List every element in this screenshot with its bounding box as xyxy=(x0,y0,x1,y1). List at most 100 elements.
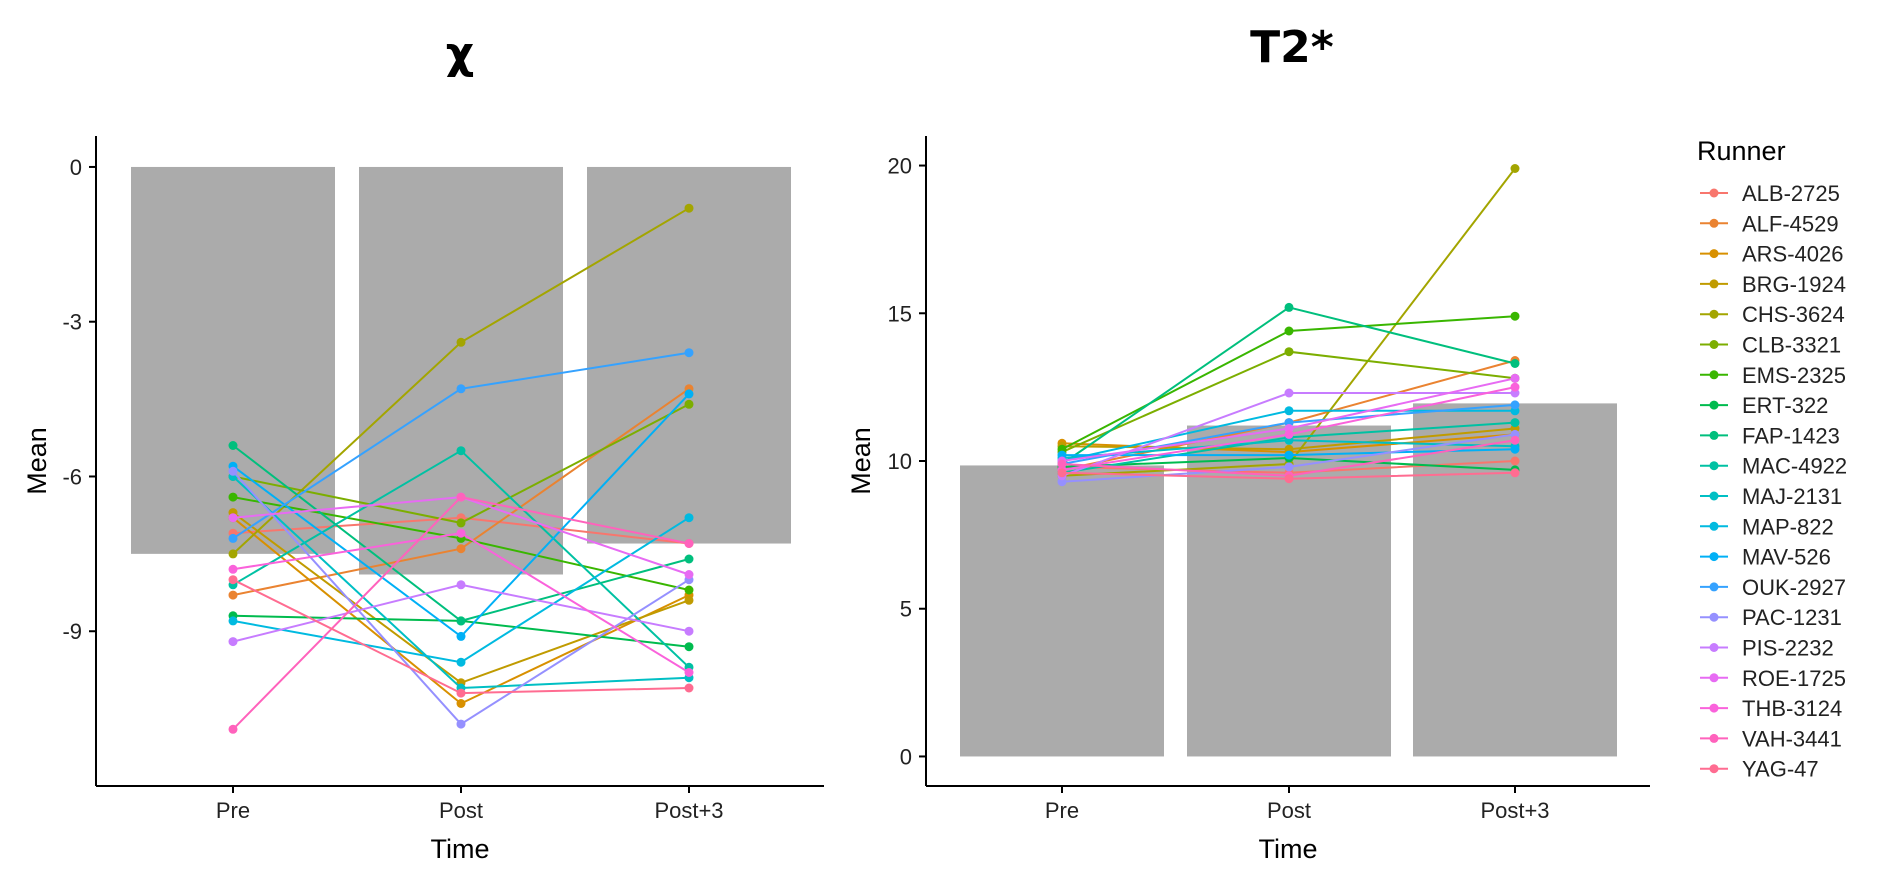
y-tick-label: 10 xyxy=(888,449,912,474)
legend-label: PAC-1231 xyxy=(1742,605,1842,630)
legend-label: VAH-3441 xyxy=(1742,726,1842,751)
legend-label: ALB-2725 xyxy=(1742,181,1840,206)
data-point-fap-1423 xyxy=(1510,359,1520,368)
legend-item: CLB-3321 xyxy=(1700,333,1841,358)
data-point-thb-3124 xyxy=(684,668,694,677)
legend-label: ROE-1725 xyxy=(1742,666,1846,691)
legend-item: EMS-2325 xyxy=(1700,363,1846,388)
data-point-yag-47 xyxy=(1057,468,1067,478)
data-point-chs-3624 xyxy=(684,203,694,213)
data-point-thb-3124 xyxy=(1510,382,1520,392)
data-point-ems-2325 xyxy=(684,585,694,595)
data-point-pis-2232 xyxy=(684,626,694,636)
legend-label: MAJ-2131 xyxy=(1742,484,1842,509)
legend-key-point xyxy=(1709,430,1719,440)
x-tick-label: Pre xyxy=(1045,798,1079,823)
y-tick-label: -6 xyxy=(62,464,82,489)
data-point-mav-526 xyxy=(1510,444,1520,454)
legend-label: FAP-1423 xyxy=(1742,423,1840,448)
data-point-yag-47 xyxy=(684,683,694,693)
legend-item: OUK-2927 xyxy=(1700,575,1846,600)
legend-key-point xyxy=(1709,612,1719,622)
legend-label: MAC-4922 xyxy=(1742,454,1847,479)
data-point-chs-3624 xyxy=(1510,164,1520,173)
legend-item: MAC-4922 xyxy=(1700,454,1847,479)
chi-panel: 0 -3 -6 -9 Pre Post Post+3 Time Mean χ xyxy=(22,28,824,864)
data-point-brg-1924 xyxy=(684,595,694,605)
panel-title: T2* xyxy=(1250,22,1334,73)
x-tick-label: Post xyxy=(1267,798,1311,823)
data-point-vah-3441 xyxy=(1510,435,1520,445)
legend-key-point xyxy=(1709,643,1719,652)
legend-item: ROE-1725 xyxy=(1700,666,1846,691)
data-point-chs-3624 xyxy=(228,549,238,559)
legend-label: ARS-4026 xyxy=(1742,242,1844,267)
data-point-mav-526 xyxy=(456,631,466,641)
legend-item: MAP-822 xyxy=(1700,514,1834,539)
legend-key-point xyxy=(1709,703,1719,713)
legend-item: YAG-47 xyxy=(1700,757,1819,782)
legend-label: PIS-2232 xyxy=(1742,636,1834,661)
data-point-pis-2232 xyxy=(1284,388,1294,398)
mean-bar-post xyxy=(359,166,563,575)
legend-label: ERT-322 xyxy=(1742,393,1828,418)
data-point-vah-3441 xyxy=(684,539,694,548)
legend-item: VAH-3441 xyxy=(1700,726,1842,751)
data-point-fap-1423 xyxy=(228,441,238,450)
data-point-mac-4922 xyxy=(1510,418,1520,428)
data-point-roe-1725 xyxy=(228,513,238,523)
legend-item: BRG-1924 xyxy=(1700,272,1846,297)
data-point-pac-1231 xyxy=(456,719,466,729)
legend-item: THB-3124 xyxy=(1700,696,1842,721)
y-tick-label: 5 xyxy=(900,597,912,622)
data-point-ouk-2927 xyxy=(456,384,466,394)
data-point-mav-526 xyxy=(1284,450,1294,460)
data-point-vah-3441 xyxy=(456,492,466,502)
data-point-chs-3624 xyxy=(456,337,466,347)
legend-label: CLB-3321 xyxy=(1742,333,1841,358)
legend-key-point xyxy=(1709,582,1719,592)
data-point-ert-322 xyxy=(684,642,694,652)
data-point-clb-3321 xyxy=(1284,347,1294,357)
data-point-ouk-2927 xyxy=(1510,400,1520,410)
data-point-ems-2325 xyxy=(1284,326,1294,336)
legend-label: CHS-3624 xyxy=(1742,302,1845,327)
data-point-pac-1231 xyxy=(228,466,238,476)
data-point-roe-1725 xyxy=(684,570,694,579)
legend-key-point xyxy=(1709,249,1719,259)
y-tick-label: -9 xyxy=(62,619,82,644)
y-tick-label: 20 xyxy=(888,154,912,179)
legend-item: ERT-322 xyxy=(1700,393,1828,418)
legend-key-point xyxy=(1709,673,1719,683)
legend-key-point xyxy=(1709,461,1719,471)
data-point-yag-47 xyxy=(228,575,238,585)
legend-item: MAJ-2131 xyxy=(1700,484,1842,509)
data-point-pis-2232 xyxy=(228,637,238,647)
legend-key-point xyxy=(1709,188,1719,198)
data-point-ouk-2927 xyxy=(684,348,694,358)
legend-key-point xyxy=(1709,552,1719,562)
x-axis-title: Time xyxy=(1259,834,1318,864)
data-point-ouk-2927 xyxy=(228,533,238,543)
data-point-clb-3321 xyxy=(684,399,694,409)
runner-legend: Runner ALB-2725 ALF-4529 ARS-4026 BRG-1924 CH… xyxy=(1697,136,1847,782)
panel-title: χ xyxy=(446,28,474,79)
legend-item: PAC-1231 xyxy=(1700,605,1842,630)
data-point-pac-1231 xyxy=(1284,462,1294,472)
legend-label: MAP-822 xyxy=(1742,514,1834,539)
legend-item: ALB-2725 xyxy=(1700,181,1840,206)
legend-item: MAV-526 xyxy=(1700,545,1831,570)
x-axis-title: Time xyxy=(431,834,490,864)
data-point-map-822 xyxy=(228,616,238,626)
legend-key-point xyxy=(1709,279,1719,289)
data-point-map-822 xyxy=(456,657,466,667)
data-point-yag-47 xyxy=(456,688,466,698)
legend-label: THB-3124 xyxy=(1742,696,1842,721)
legend-label: EMS-2325 xyxy=(1742,363,1846,388)
data-point-clb-3321 xyxy=(456,518,466,528)
y-tick-label: 0 xyxy=(900,744,912,769)
y-axis-title: Mean xyxy=(22,427,52,495)
legend-item: ARS-4026 xyxy=(1700,242,1844,267)
y-tick-label: 0 xyxy=(70,155,82,180)
data-point-mav-526 xyxy=(684,389,694,399)
